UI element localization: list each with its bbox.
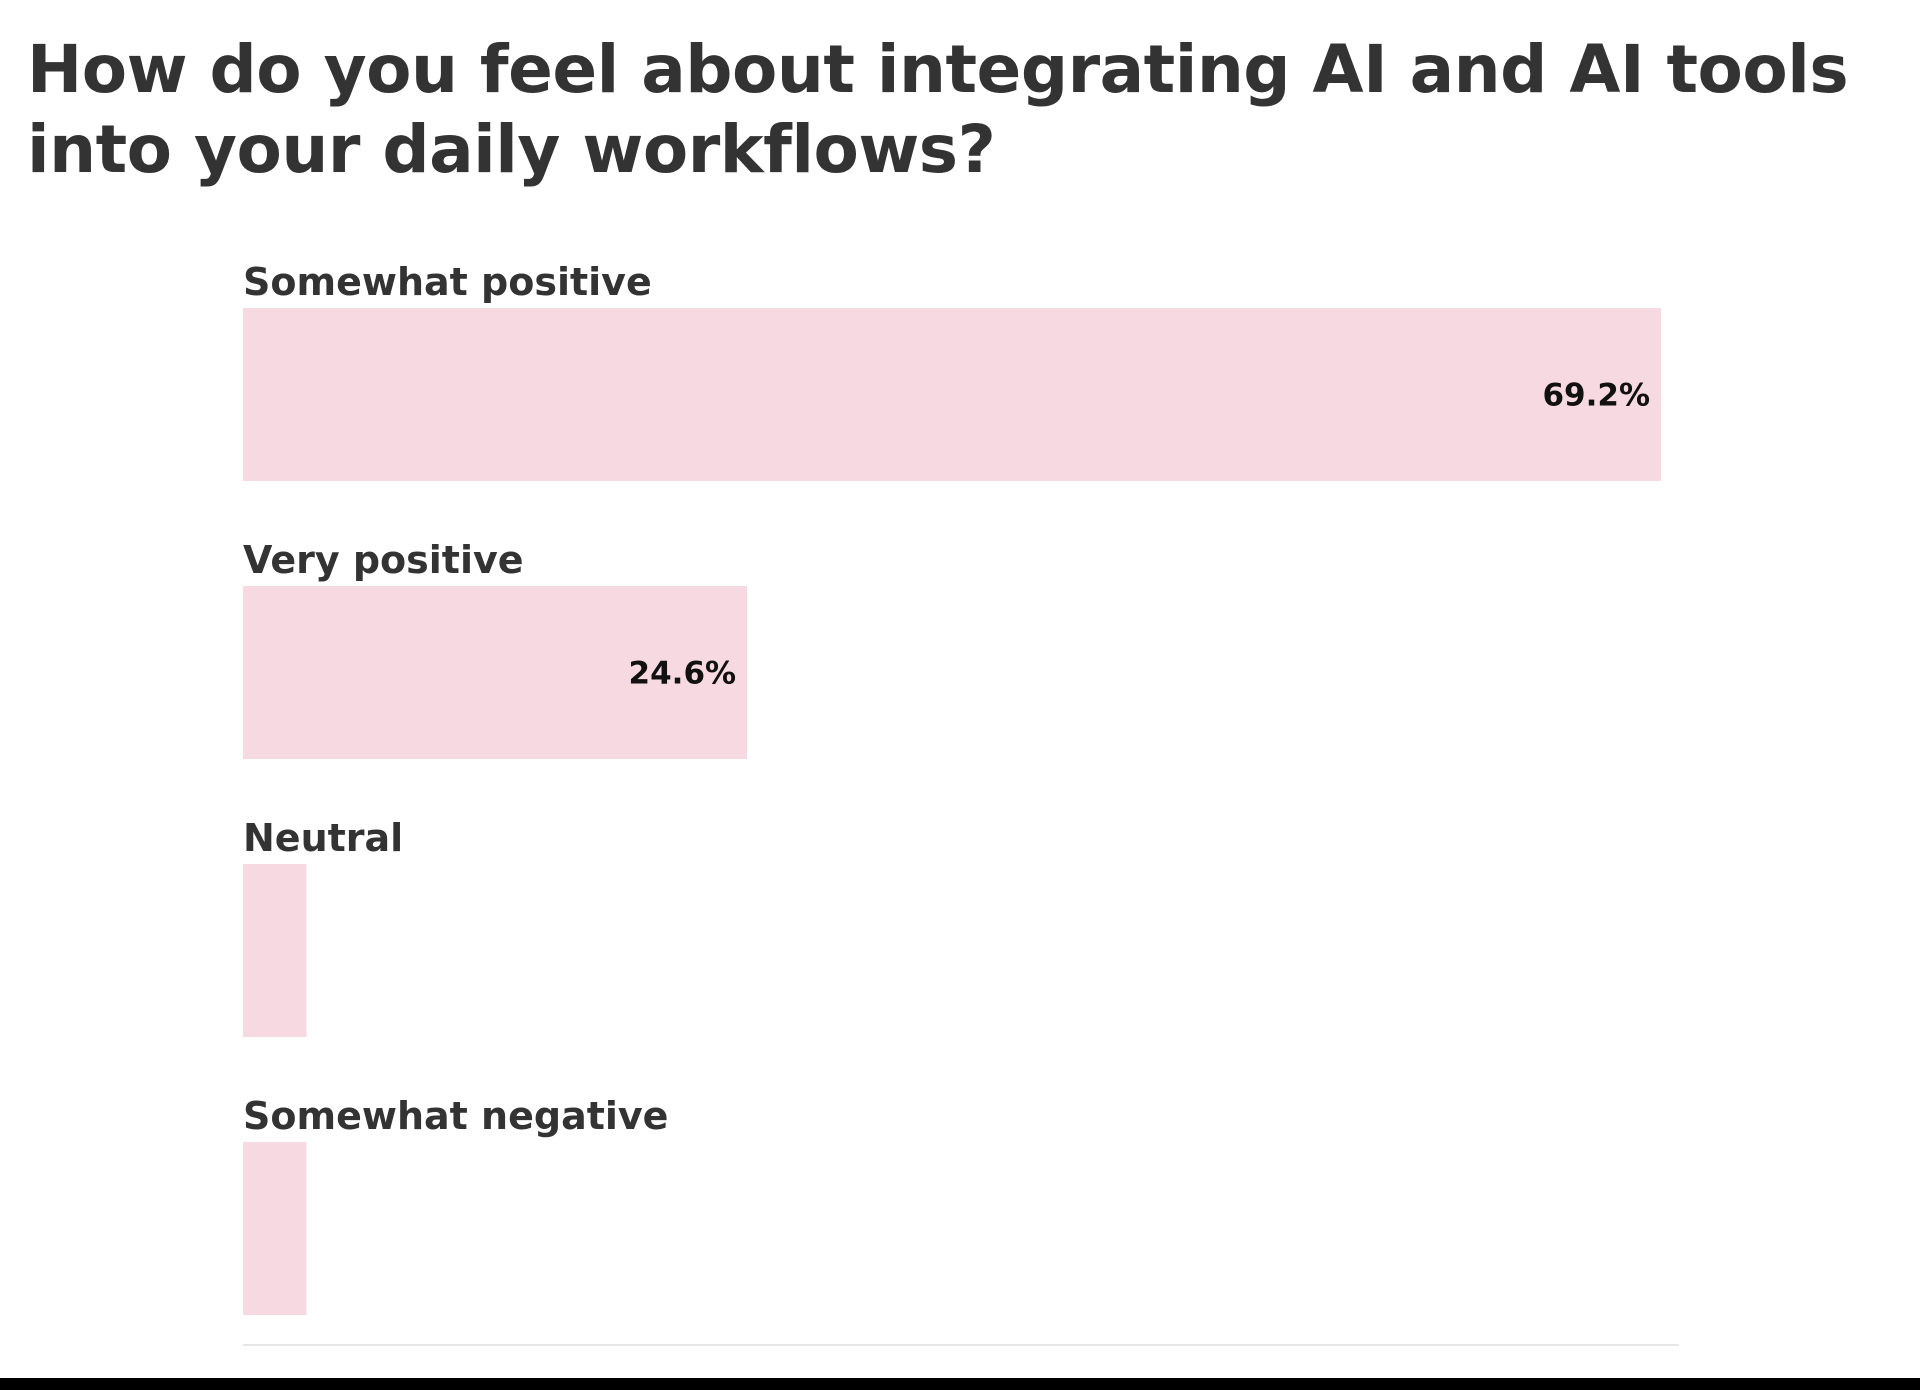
category-label-somewhat-negative: Somewhat negative — [243, 1094, 668, 1138]
bar-neutral — [243, 864, 307, 1037]
category-label-somewhat-positive: Somewhat positive — [243, 260, 652, 304]
window-bottom-edge — [0, 1378, 1920, 1390]
bar-somewhat-positive — [243, 308, 1661, 481]
category-label-very-positive: Very positive — [243, 538, 524, 582]
chart-title: How do you feel about integrating AI and… — [27, 31, 1849, 188]
category-label-neutral: Neutral — [243, 816, 403, 860]
bars-group: Somewhat positive 69.2% Very positive 24.6%… — [243, 260, 1661, 1315]
value-label-somewhat-positive: 69.2% — [1542, 378, 1650, 414]
bar-somewhat-negative — [243, 1142, 307, 1315]
value-label-very-positive: 24.6% — [629, 656, 737, 692]
bar-very-positive — [243, 586, 748, 759]
